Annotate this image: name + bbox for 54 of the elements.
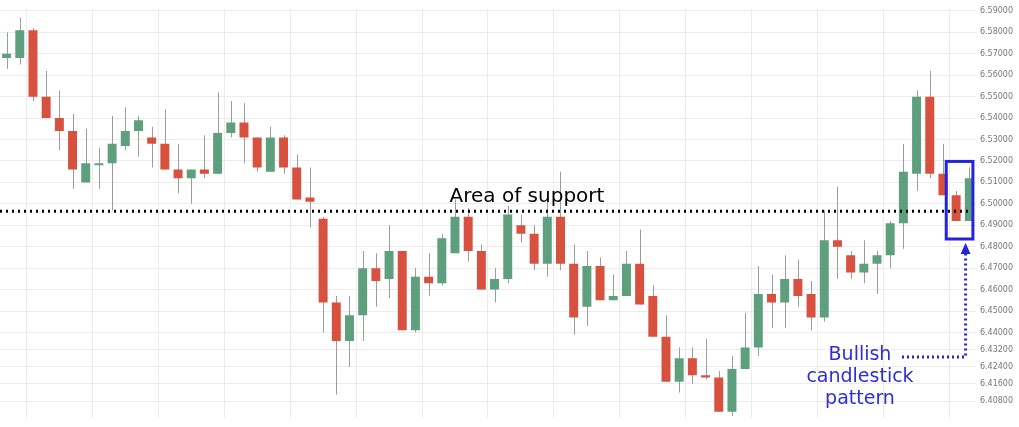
candlestick: [120, 106, 130, 151]
y-tick-label: 6.50000: [979, 198, 1014, 208]
candlestick: [173, 143, 183, 194]
candlestick: [832, 186, 842, 280]
y-tick-label: 6.52000: [979, 156, 1014, 166]
y-tick-label: 6.45000: [979, 306, 1014, 316]
candlestick: [780, 254, 790, 329]
candlestick: [305, 166, 315, 228]
candlestick: [81, 128, 91, 183]
y-tick-label: 6.49000: [979, 220, 1014, 230]
candlestick: [239, 102, 249, 164]
candlestick: [846, 250, 856, 280]
candlestick: [740, 312, 750, 370]
candlestick: [2, 31, 12, 70]
y-tick-label: 6.58000: [979, 27, 1014, 37]
candlestick: [41, 70, 51, 119]
candlestick: [94, 147, 104, 190]
candlestick: [199, 134, 209, 179]
candlestick: [674, 346, 684, 393]
y-tick-label: 6.55000: [979, 91, 1014, 101]
candlestick: [872, 250, 882, 295]
candlestick: [226, 100, 236, 138]
candlestick: [516, 214, 526, 243]
candlestick: [147, 126, 157, 168]
y-tick-label: 6.57000: [979, 48, 1014, 58]
y-tick-label: 6.54000: [979, 113, 1014, 123]
y-tick-label: 6.40800: [979, 396, 1014, 406]
y-tick-label: 6.48000: [979, 241, 1014, 251]
y-tick-label: 6.56000: [979, 70, 1014, 80]
y-tick-label: 6.43200: [979, 344, 1014, 354]
candlestick: [608, 274, 618, 301]
y-tick-label: 6.51000: [979, 177, 1014, 187]
candlestick: [371, 252, 381, 308]
candlestick: [687, 346, 697, 385]
candlestick: [490, 267, 500, 303]
candlestick: [54, 89, 64, 151]
candlestick: [186, 169, 196, 205]
candlestick: [859, 239, 869, 284]
y-tick-label: 6.44000: [979, 327, 1014, 337]
y-tick-label: 6.53000: [979, 134, 1014, 144]
candlestick: [806, 280, 816, 331]
candlestick: [701, 338, 711, 381]
candlestick: [424, 252, 434, 297]
candlestick: [767, 274, 776, 329]
candlestick: [133, 115, 143, 158]
ref-line-label: Area of support: [449, 182, 605, 207]
y-tick-label: 6.46000: [979, 284, 1014, 294]
candlestick: [107, 115, 117, 211]
candlestick: [793, 259, 803, 308]
y-tick-label: 6.59000: [979, 6, 1014, 16]
y-tick-label: 6.42400: [979, 361, 1014, 371]
y-tick-label: 6.47000: [979, 263, 1014, 273]
y-tick-label: 6.41600: [979, 378, 1014, 388]
annotation: Bullish candlestick pattern: [805, 342, 915, 408]
